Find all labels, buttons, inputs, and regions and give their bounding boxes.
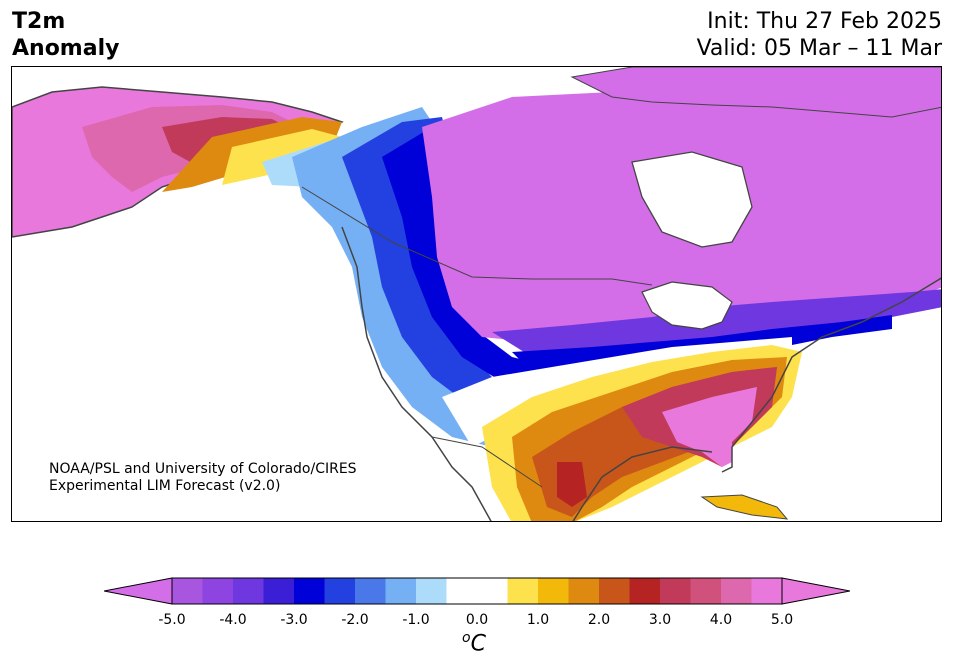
colorbar-tick-label: -1.0: [402, 612, 430, 628]
colorbar-swatch: [538, 578, 569, 604]
colorbar-swatch: [263, 578, 295, 604]
texas-warm-core: [557, 462, 587, 507]
colorbar-ticks: -5.0 -4.0 -3.0 -2.0 -1.0 0.0 1.0 2.0 3.0 4.0 5.0: [0, 612, 954, 632]
colorbar-border: [171, 577, 783, 605]
colorbar-swatch: [507, 578, 539, 604]
colorbar-swatch: [294, 578, 325, 604]
florida-warm-core: [662, 387, 757, 467]
colorbar-swatch: [690, 578, 722, 604]
east-cold-band-2: [512, 315, 892, 372]
colorbar-tick-label: -4.0: [219, 612, 247, 628]
colorbar-swatch: [355, 578, 386, 604]
colorbar-swatch: [599, 578, 630, 604]
colorbar-swatch: [721, 578, 752, 604]
credit-line-2: Experimental LIM Forecast (v2.0): [49, 478, 281, 494]
great-lakes: [641, 281, 733, 330]
unit-letter: C: [470, 631, 486, 657]
unit-degree: o: [462, 630, 471, 646]
us-canada-border: [301, 186, 653, 286]
colorbar-unit: oC: [462, 630, 486, 656]
west-cold-band-2: [342, 117, 532, 417]
colorbar-under-arrow: [103, 577, 173, 605]
colorbar-tick-label: 4.0: [709, 612, 733, 628]
colorbar-tick-label: 3.0: [648, 612, 672, 628]
cuba: [700, 494, 789, 520]
colorbar-swatch: [233, 578, 264, 604]
colorbar-swatch: [477, 578, 508, 604]
colorbar-swatch: [751, 578, 783, 604]
valid-dates: Valid: 05 Mar – 11 Mar: [696, 36, 942, 61]
colorbar-tick-label: 5.0: [770, 612, 794, 628]
credit-text: NOAA/PSL and University of Colorado/CIRE…: [49, 461, 357, 495]
colorbar-swatch: [629, 578, 661, 604]
colorbar: [103, 577, 851, 609]
colorbar-swatch: [416, 578, 447, 604]
map-title: T2m Anomaly: [12, 8, 119, 62]
colorbar-tick-label: 0.0: [465, 612, 489, 628]
anomaly-map: [11, 66, 942, 522]
colorbar-swatch: [568, 578, 600, 604]
colorbar-tick-label: -5.0: [158, 612, 186, 628]
colorbar-swatch: [202, 578, 234, 604]
colorbar-swatch: [324, 578, 356, 604]
west-coastline: [341, 226, 492, 521]
arctic-land: [570, 67, 941, 118]
colorbar-tick-label: 1.0: [526, 612, 550, 628]
colorbar-swatch: [385, 578, 417, 604]
colorbar-swatch: [660, 578, 691, 604]
colorbar-tick-label: -2.0: [341, 612, 369, 628]
map-canvas: [12, 67, 941, 521]
hudson-bay: [631, 151, 753, 248]
credit-line-1: NOAA/PSL and University of Colorado/CIRE…: [49, 461, 357, 477]
gulf-coastline: [572, 446, 713, 521]
us-mexico-border: [431, 436, 543, 488]
colorbar-over-arrow: [781, 577, 851, 605]
init-date: Init: Thu 27 Feb 2025: [707, 9, 942, 34]
colorbar-swatch: [446, 578, 478, 604]
forecast-dates: Init: Thu 27 Feb 2025 Valid: 05 Mar – 11…: [697, 8, 942, 62]
colorbar-swatch: [172, 578, 203, 604]
title-line-2: Anomaly: [12, 36, 120, 61]
east-coastline: [721, 277, 941, 473]
colorbar-tick-label: -3.0: [280, 612, 308, 628]
colorbar-swatches: [103, 577, 851, 605]
title-line-1: T2m: [12, 9, 66, 34]
colorbar-tick-label: 2.0: [587, 612, 611, 628]
